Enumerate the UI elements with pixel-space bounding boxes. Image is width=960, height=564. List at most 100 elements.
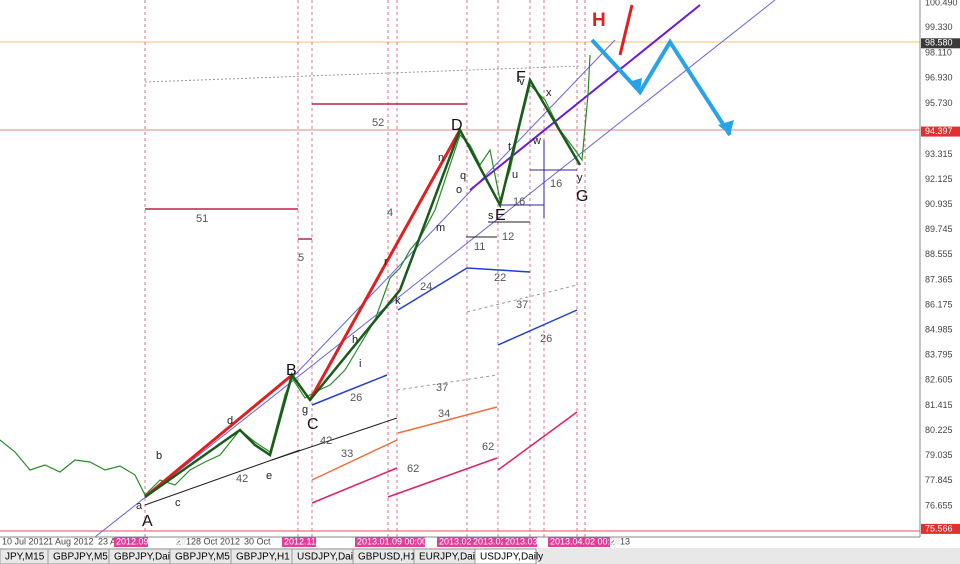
trend-line <box>397 267 531 311</box>
price-label: 96.930 <box>925 72 953 82</box>
time-marker <box>503 537 537 547</box>
time-markers: 2012.09.13 00:00 2012.11.28 00:00 2013.01.… <box>114 536 620 547</box>
sub-label: w <box>532 135 541 147</box>
level-number: 34 <box>438 408 450 420</box>
level-number: 62 <box>482 441 494 453</box>
trend-line <box>497 309 578 346</box>
wave-line <box>144 373 293 499</box>
level-number: 26 <box>350 392 362 404</box>
sub-label: h <box>352 334 358 346</box>
time-marker-label: 2012.09.13 00:00 <box>116 536 186 546</box>
sub-label: y <box>577 172 583 184</box>
level-number: 42 <box>320 435 332 447</box>
forecast-arrow <box>590 38 732 137</box>
price-label: 84.985 <box>925 325 953 335</box>
price-marker <box>921 38 960 49</box>
sub-label: k <box>395 295 401 307</box>
wave-label: E <box>495 207 506 224</box>
time-marker-label: 2013.01.09 00:00 <box>357 536 427 546</box>
sub-label: x <box>546 87 552 99</box>
level-number: 11 <box>474 241 485 253</box>
trend-line <box>311 374 388 406</box>
wave-label: G <box>576 188 588 205</box>
trend-line <box>466 284 578 313</box>
price-label: 76.655 <box>925 500 953 510</box>
tab-label: GBPJPY,M5 <box>53 552 108 563</box>
price-label: 95.730 <box>925 98 953 108</box>
time-marker <box>282 537 316 547</box>
level-number: 26 <box>540 333 552 345</box>
sub-label: a <box>136 500 143 512</box>
wave-label: B <box>286 362 297 379</box>
time-marker-label: 2012.11.28 00:00 <box>284 536 353 546</box>
sub-label: g <box>302 404 308 416</box>
tab[interactable] <box>474 548 537 564</box>
wave-line <box>308 129 462 401</box>
channel-line <box>289 39 616 381</box>
sub-label: i <box>359 358 361 370</box>
level-number: 62 <box>407 463 419 475</box>
channel-line <box>469 4 701 191</box>
tab-label: GBPJPY,H1 <box>236 552 290 563</box>
wave-label: C <box>307 416 319 433</box>
forecast-arrow <box>618 4 634 56</box>
tab-label: USDJPY,Daily <box>297 552 360 563</box>
price-label: 89.745 <box>925 224 953 234</box>
time-marker <box>355 537 425 547</box>
price-label: 98.110 <box>925 48 952 58</box>
level-number: 5 <box>298 252 304 264</box>
price-label: 77.845 <box>925 475 953 485</box>
price-marker-label: 75.566 <box>925 523 953 533</box>
level-number: 33 <box>341 448 353 460</box>
level-number: 42 <box>236 473 248 485</box>
time-marker <box>114 537 148 547</box>
time-label: 2012 <box>176 536 196 546</box>
tab-label: EURJPY,Daily <box>419 552 482 563</box>
level-number: 37 <box>436 382 448 394</box>
price-label: 88.555 <box>925 249 953 259</box>
time-label: 1 Aug 2012 <box>48 536 94 546</box>
sub-label: t <box>508 141 511 153</box>
price-label: 80.225 <box>925 425 953 435</box>
level-numbers: 51 52 5 4 42 42 33 26 24 11 12 16 16 22 … <box>196 117 562 485</box>
level-number: 16 <box>513 196 525 208</box>
price-label: 99.330 <box>925 22 953 32</box>
time-marker <box>437 537 471 547</box>
price-marker-label: 98.580 <box>925 38 953 48</box>
wave-labels: A B C D E F G H <box>142 10 606 530</box>
arrow-head <box>718 120 734 135</box>
time-label: 30 Oct <box>244 536 271 546</box>
time-label: 10 Jul 2012 <box>2 536 49 546</box>
price-label: 79.035 <box>925 450 953 460</box>
sub-label: e <box>266 470 272 482</box>
sub-label: s <box>488 210 494 222</box>
time-label: 8 Oct 2012 <box>196 536 240 546</box>
trend-line <box>144 65 581 83</box>
arrow-head <box>628 78 642 92</box>
time-label: 23 A <box>98 536 116 546</box>
level-number: 12 <box>502 231 514 243</box>
price-label: 100.490 <box>925 0 958 7</box>
price-label: 82.605 <box>925 375 953 385</box>
level-number: 4 <box>387 207 393 219</box>
time-marker-label: 2013.04.02 00:00 <box>550 536 620 546</box>
tab-label: JPY,M15 <box>5 552 45 563</box>
wave-label: A <box>142 513 153 530</box>
trend-line <box>396 374 498 391</box>
sub-labels: a b c d e g h i k m n o q r s t u v w x … <box>136 76 583 512</box>
tab-label: GBPJPY,M5 <box>175 552 230 563</box>
level-number: 22 <box>494 272 506 284</box>
level-number: 16 <box>550 178 562 190</box>
trend-line <box>497 411 578 471</box>
price-label: 90.935 <box>925 199 953 209</box>
price-marker <box>921 126 960 137</box>
sub-label: q <box>460 170 466 182</box>
time-marker-label: 2013.03.12 0 <box>505 536 558 546</box>
price-axis <box>920 0 960 537</box>
time-axis: 10 Jul 2012 1 Aug 2012 23 A 2012 8 Oct 2… <box>2 536 630 546</box>
wave-label: H <box>592 10 606 31</box>
trend-line <box>387 457 498 498</box>
trend-line <box>397 406 498 434</box>
tab-label: USDJPY,Daily <box>480 552 543 563</box>
